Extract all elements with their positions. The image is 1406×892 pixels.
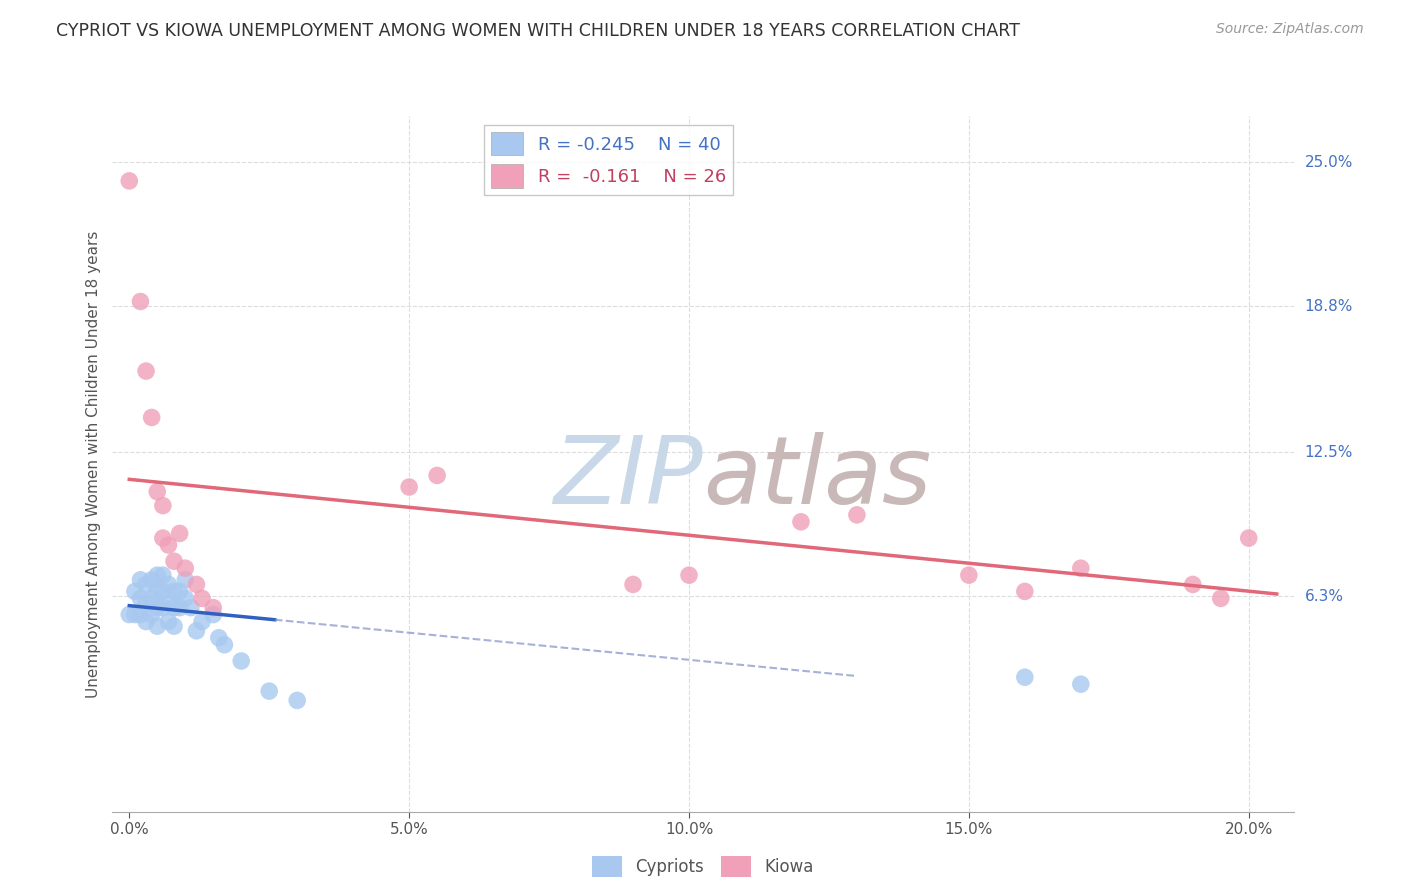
Point (174, 561, 197, 575)
Point (214, 638, 236, 652)
Y-axis label: Unemployment Among Women with Children Under 18 years: Unemployment Among Women with Children U… (86, 230, 101, 698)
Point (152, 499, 174, 513)
Legend: Cypriots, Kiowa: Cypriots, Kiowa (586, 850, 820, 883)
Point (202, 607, 225, 622)
Point (152, 531, 174, 545)
Point (129, 591, 152, 606)
Text: 25.0%: 25.0% (1305, 155, 1353, 169)
Text: 12.5%: 12.5% (1305, 445, 1353, 459)
Point (129, 573, 152, 587)
Point (208, 631, 231, 645)
Point (129, 294, 152, 309)
Point (180, 600, 202, 615)
Point (191, 615, 214, 629)
Point (790, 515, 813, 529)
Point (174, 591, 197, 606)
Point (157, 615, 180, 629)
Point (845, 508, 868, 522)
Point (141, 410, 163, 425)
Point (1070, 561, 1092, 575)
Point (621, 577, 644, 591)
Point (157, 596, 180, 610)
Point (135, 615, 157, 629)
Point (1014, 584, 1036, 599)
Point (163, 619, 186, 633)
Point (169, 600, 191, 615)
Point (152, 568, 174, 582)
Point (163, 600, 186, 615)
Point (1070, 677, 1092, 691)
Point (1014, 670, 1036, 684)
Text: 18.8%: 18.8% (1305, 299, 1353, 314)
Point (163, 584, 186, 599)
Text: Source: ZipAtlas.com: Source: ZipAtlas.com (1216, 22, 1364, 37)
Point (163, 554, 186, 568)
Point (426, 468, 449, 483)
Point (118, 607, 141, 622)
Point (135, 596, 157, 610)
Point (135, 577, 157, 591)
Point (129, 607, 152, 622)
Point (146, 484, 169, 499)
Point (169, 584, 191, 599)
Text: atlas: atlas (703, 433, 931, 524)
Point (146, 600, 169, 615)
Point (174, 573, 197, 587)
Point (157, 577, 180, 591)
Point (141, 607, 163, 622)
Point (152, 584, 174, 599)
Point (118, 174, 141, 188)
Point (231, 654, 253, 668)
Point (257, 684, 280, 698)
Point (1237, 531, 1260, 545)
Point (957, 568, 980, 582)
Point (191, 591, 214, 606)
Point (186, 624, 208, 638)
Point (678, 568, 700, 582)
Point (124, 584, 146, 599)
Point (169, 526, 191, 541)
Text: 6.3%: 6.3% (1305, 589, 1344, 604)
Point (146, 568, 169, 582)
Point (398, 480, 420, 494)
Text: ZIP: ZIP (554, 433, 703, 524)
Point (124, 607, 146, 622)
Point (1209, 591, 1232, 606)
Point (146, 619, 169, 633)
Text: CYPRIOT VS KIOWA UNEMPLOYMENT AMONG WOMEN WITH CHILDREN UNDER 18 YEARS CORRELATI: CYPRIOT VS KIOWA UNEMPLOYMENT AMONG WOME… (56, 22, 1021, 40)
Point (285, 693, 308, 707)
Point (1181, 577, 1204, 591)
Point (146, 584, 169, 599)
Point (186, 577, 208, 591)
Point (141, 591, 163, 606)
Point (141, 573, 163, 587)
Point (157, 538, 180, 552)
Point (152, 600, 174, 615)
Point (202, 600, 225, 615)
Point (135, 364, 157, 378)
